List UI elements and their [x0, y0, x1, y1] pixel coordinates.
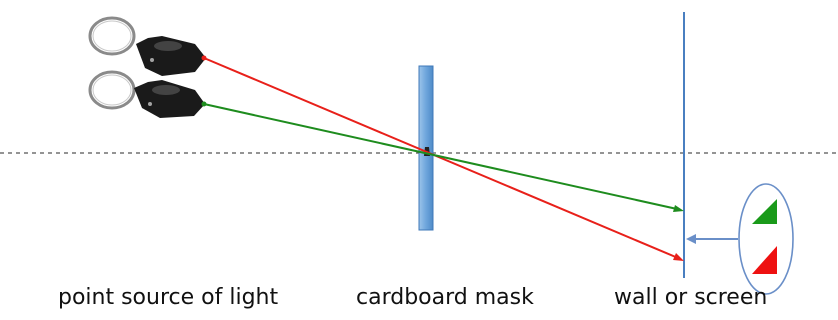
green-ray: [203, 103, 678, 210]
green-ray-arrowhead: [673, 205, 684, 212]
caption-point-source: point source of light: [58, 285, 279, 310]
caption-wall-screen: wall or screen: [614, 285, 768, 310]
callout-arrowhead: [686, 234, 696, 244]
caption-cardboard-mask: cardboard mask: [356, 285, 534, 310]
keychain-flashlight-icon: [88, 16, 206, 76]
red-ray-origin: [201, 55, 207, 61]
green-triangle-image: [752, 199, 777, 224]
callout-ellipse: [738, 183, 794, 295]
red-ray-arrowhead: [673, 253, 684, 261]
red-ray: [203, 57, 679, 259]
green-ray-origin: [201, 101, 207, 107]
red-triangle-image: [752, 246, 777, 274]
keychain-flashlight-icon: [88, 70, 205, 118]
